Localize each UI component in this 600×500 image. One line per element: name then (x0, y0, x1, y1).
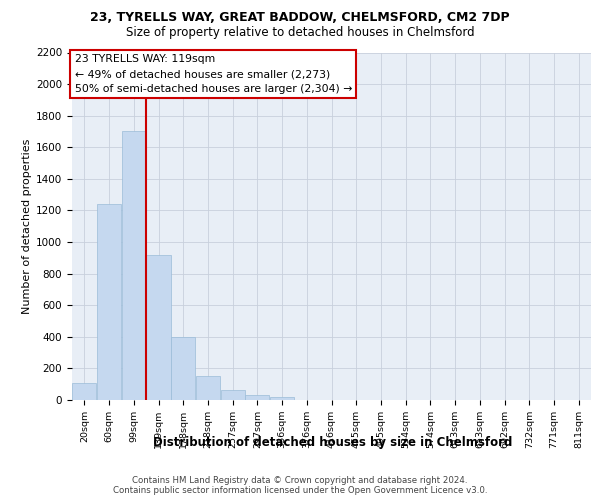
Bar (122, 132, 146, 400)
Bar (196, 376, 220, 400)
Bar (245, 396, 269, 400)
Text: 23 TYRELLS WAY: 119sqm
← 49% of detached houses are smaller (2,273)
50% of semi-: 23 TYRELLS WAY: 119sqm ← 49% of detached… (74, 54, 352, 94)
Bar (221, 390, 245, 400)
Text: Size of property relative to detached houses in Chelmsford: Size of property relative to detached ho… (125, 26, 475, 39)
Bar (146, 254, 170, 400)
Bar (171, 337, 196, 400)
Y-axis label: Number of detached properties: Number of detached properties (22, 138, 32, 314)
Text: Distribution of detached houses by size in Chelmsford: Distribution of detached houses by size … (154, 436, 512, 449)
Bar (72, 382, 97, 400)
Text: 23, TYRELLS WAY, GREAT BADDOW, CHELMSFORD, CM2 7DP: 23, TYRELLS WAY, GREAT BADDOW, CHELMSFOR… (90, 11, 510, 24)
Bar (97, 204, 121, 400)
Bar (270, 397, 294, 400)
Text: Contains HM Land Registry data © Crown copyright and database right 2024.
Contai: Contains HM Land Registry data © Crown c… (113, 476, 487, 495)
